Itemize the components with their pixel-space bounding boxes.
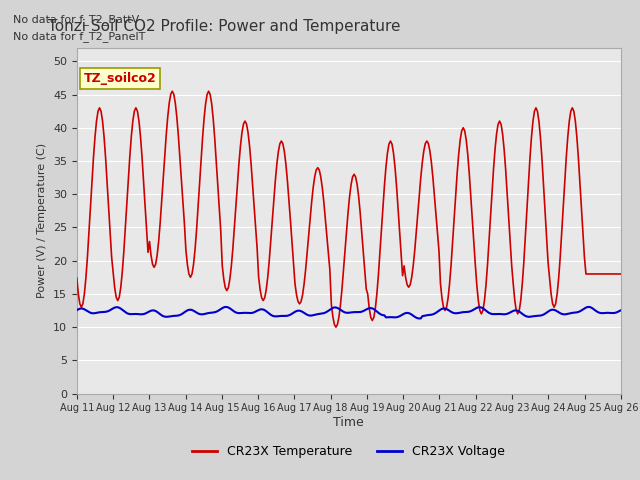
Text: TZ_soilco2: TZ_soilco2 [84, 72, 157, 85]
Y-axis label: Power (V) / Temperature (C): Power (V) / Temperature (C) [37, 143, 47, 299]
Text: Tonzi Soil CO2 Profile: Power and Temperature: Tonzi Soil CO2 Profile: Power and Temper… [48, 19, 400, 34]
X-axis label: Time: Time [333, 416, 364, 429]
Text: No data for f_T2_BattV: No data for f_T2_BattV [13, 14, 139, 25]
Text: No data for f_T2_PanelT: No data for f_T2_PanelT [13, 31, 145, 42]
Legend: CR23X Temperature, CR23X Voltage: CR23X Temperature, CR23X Voltage [188, 440, 510, 463]
